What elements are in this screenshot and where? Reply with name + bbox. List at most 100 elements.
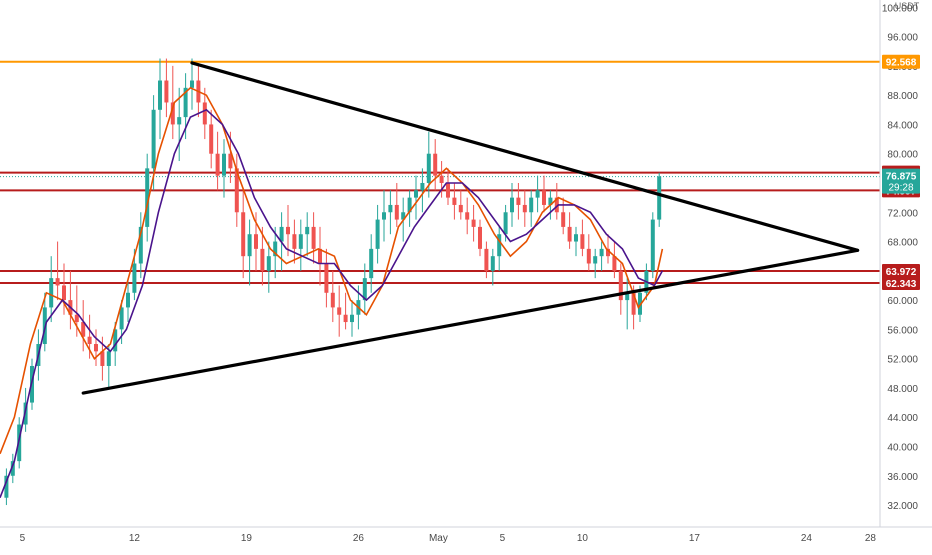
candle-body-14[interactable] (94, 344, 98, 352)
candle-body-33[interactable] (215, 153, 220, 176)
candle-body-50[interactable] (324, 263, 329, 293)
candle-body-47[interactable] (305, 226, 310, 235)
candle-body-26[interactable] (170, 102, 175, 125)
candle-body-25[interactable] (164, 80, 169, 103)
moving-average-line-0[interactable] (0, 86, 664, 455)
candle-body-8[interactable] (55, 278, 60, 286)
candle-body-16[interactable] (106, 351, 111, 366)
candle-body-43[interactable] (279, 226, 284, 242)
candle-body-66[interactable] (426, 153, 431, 183)
candle-body-89[interactable] (574, 234, 578, 242)
candle-body-15[interactable] (100, 351, 105, 366)
candle-body-95[interactable] (612, 256, 617, 271)
candle-body-32[interactable] (209, 124, 214, 154)
candle-body-99[interactable] (638, 292, 642, 315)
candle-body-45[interactable] (292, 234, 297, 249)
candle-body-74[interactable] (478, 226, 482, 249)
candle-body-20[interactable] (132, 263, 137, 293)
candle-body-54[interactable] (350, 314, 354, 323)
candle-body-77[interactable] (497, 234, 502, 257)
candle-body-7[interactable] (49, 278, 54, 308)
time-axis[interactable]: 5 12 19 26 May 5 10 17 24 28 (0, 526, 932, 544)
candle-body-52[interactable] (337, 307, 342, 315)
candle-body-28[interactable] (183, 87, 188, 118)
candle-body-81[interactable] (522, 204, 527, 213)
candle-body-36[interactable] (234, 168, 239, 213)
candle-body-35[interactable] (228, 153, 233, 169)
candle-body-80[interactable] (516, 197, 521, 205)
candle-body-73[interactable] (471, 219, 476, 227)
candle-body-57[interactable] (369, 248, 374, 279)
candle-body-13[interactable] (87, 336, 92, 345)
candle-body-12[interactable] (81, 322, 86, 337)
candle-body-71[interactable] (458, 204, 463, 213)
price-axis[interactable]: USDT 100.00096.00092.00088.00084.00080.0… (879, 0, 920, 527)
candle-body-72[interactable] (465, 212, 470, 220)
candle-body-64[interactable] (414, 190, 418, 198)
plot-area[interactable] (0, 58, 880, 506)
trendline-lower[interactable] (81, 248, 860, 395)
candle-body-42[interactable] (273, 241, 278, 257)
candle-body-58[interactable] (375, 219, 380, 249)
candle-body-68[interactable] (439, 175, 444, 183)
candle-body-96[interactable] (618, 270, 623, 301)
candle-body-27[interactable] (177, 117, 182, 125)
candle-body-61[interactable] (394, 204, 399, 220)
candle-body-44[interactable] (286, 226, 290, 235)
candle-body-0[interactable] (4, 475, 9, 498)
candle-body-40[interactable] (260, 248, 265, 271)
candle-body-101[interactable] (650, 219, 655, 271)
candle-body-24[interactable] (158, 80, 162, 110)
candle-body-48[interactable] (311, 226, 316, 249)
candle-body-1[interactable] (10, 461, 15, 476)
candle-body-92[interactable] (593, 256, 598, 264)
candle-body-88[interactable] (567, 226, 572, 242)
candle-body-67[interactable] (433, 153, 438, 176)
candle-body-70[interactable] (452, 197, 457, 205)
candle-body-82[interactable] (529, 197, 534, 213)
candle-body-31[interactable] (202, 102, 207, 125)
candle-body-21[interactable] (138, 226, 143, 264)
candle-body-85[interactable] (548, 197, 553, 205)
candle-body-60[interactable] (388, 204, 393, 213)
candle-body-83[interactable] (535, 190, 540, 198)
candle-body-41[interactable] (266, 256, 271, 271)
candle-body-39[interactable] (254, 234, 258, 249)
candle-body-97[interactable] (625, 292, 630, 301)
candle-body-84[interactable] (542, 190, 546, 205)
candle-body-19[interactable] (126, 292, 130, 308)
candle-body-9[interactable] (62, 285, 66, 301)
candle-body-78[interactable] (503, 212, 508, 235)
candle-body-51[interactable] (330, 292, 335, 308)
candle-body-79[interactable] (510, 197, 514, 213)
candle-body-76[interactable] (490, 256, 495, 271)
candle-body-65[interactable] (420, 182, 425, 191)
candle-body-53[interactable] (343, 314, 348, 323)
candle-body-17[interactable] (113, 329, 118, 352)
trendline-upper[interactable] (190, 61, 860, 252)
candle-body-38[interactable] (247, 234, 252, 257)
candle-body-62[interactable] (401, 212, 406, 220)
candle-body-98[interactable] (631, 292, 636, 315)
candle-body-22[interactable] (145, 168, 150, 227)
candle-body-29[interactable] (190, 80, 194, 88)
candle-body-59[interactable] (382, 212, 386, 220)
candle-body-93[interactable] (599, 248, 604, 257)
candle-body-56[interactable] (362, 278, 367, 301)
candle-body-46[interactable] (298, 234, 303, 249)
candle-body-91[interactable] (586, 248, 591, 264)
candle-body-37[interactable] (241, 212, 246, 257)
candle-body-34[interactable] (222, 153, 226, 176)
candle-body-86[interactable] (554, 197, 559, 213)
candle-body-18[interactable] (119, 307, 124, 330)
candle-body-94[interactable] (606, 248, 610, 257)
moving-average-line-1[interactable] (0, 108, 664, 498)
candle-body-69[interactable] (446, 182, 450, 198)
candle-body-75[interactable] (484, 248, 489, 271)
candle-body-11[interactable] (74, 314, 79, 323)
candle-body-87[interactable] (561, 212, 566, 227)
candle-body-90[interactable] (580, 234, 585, 249)
candle-body-102[interactable] (657, 176, 662, 220)
